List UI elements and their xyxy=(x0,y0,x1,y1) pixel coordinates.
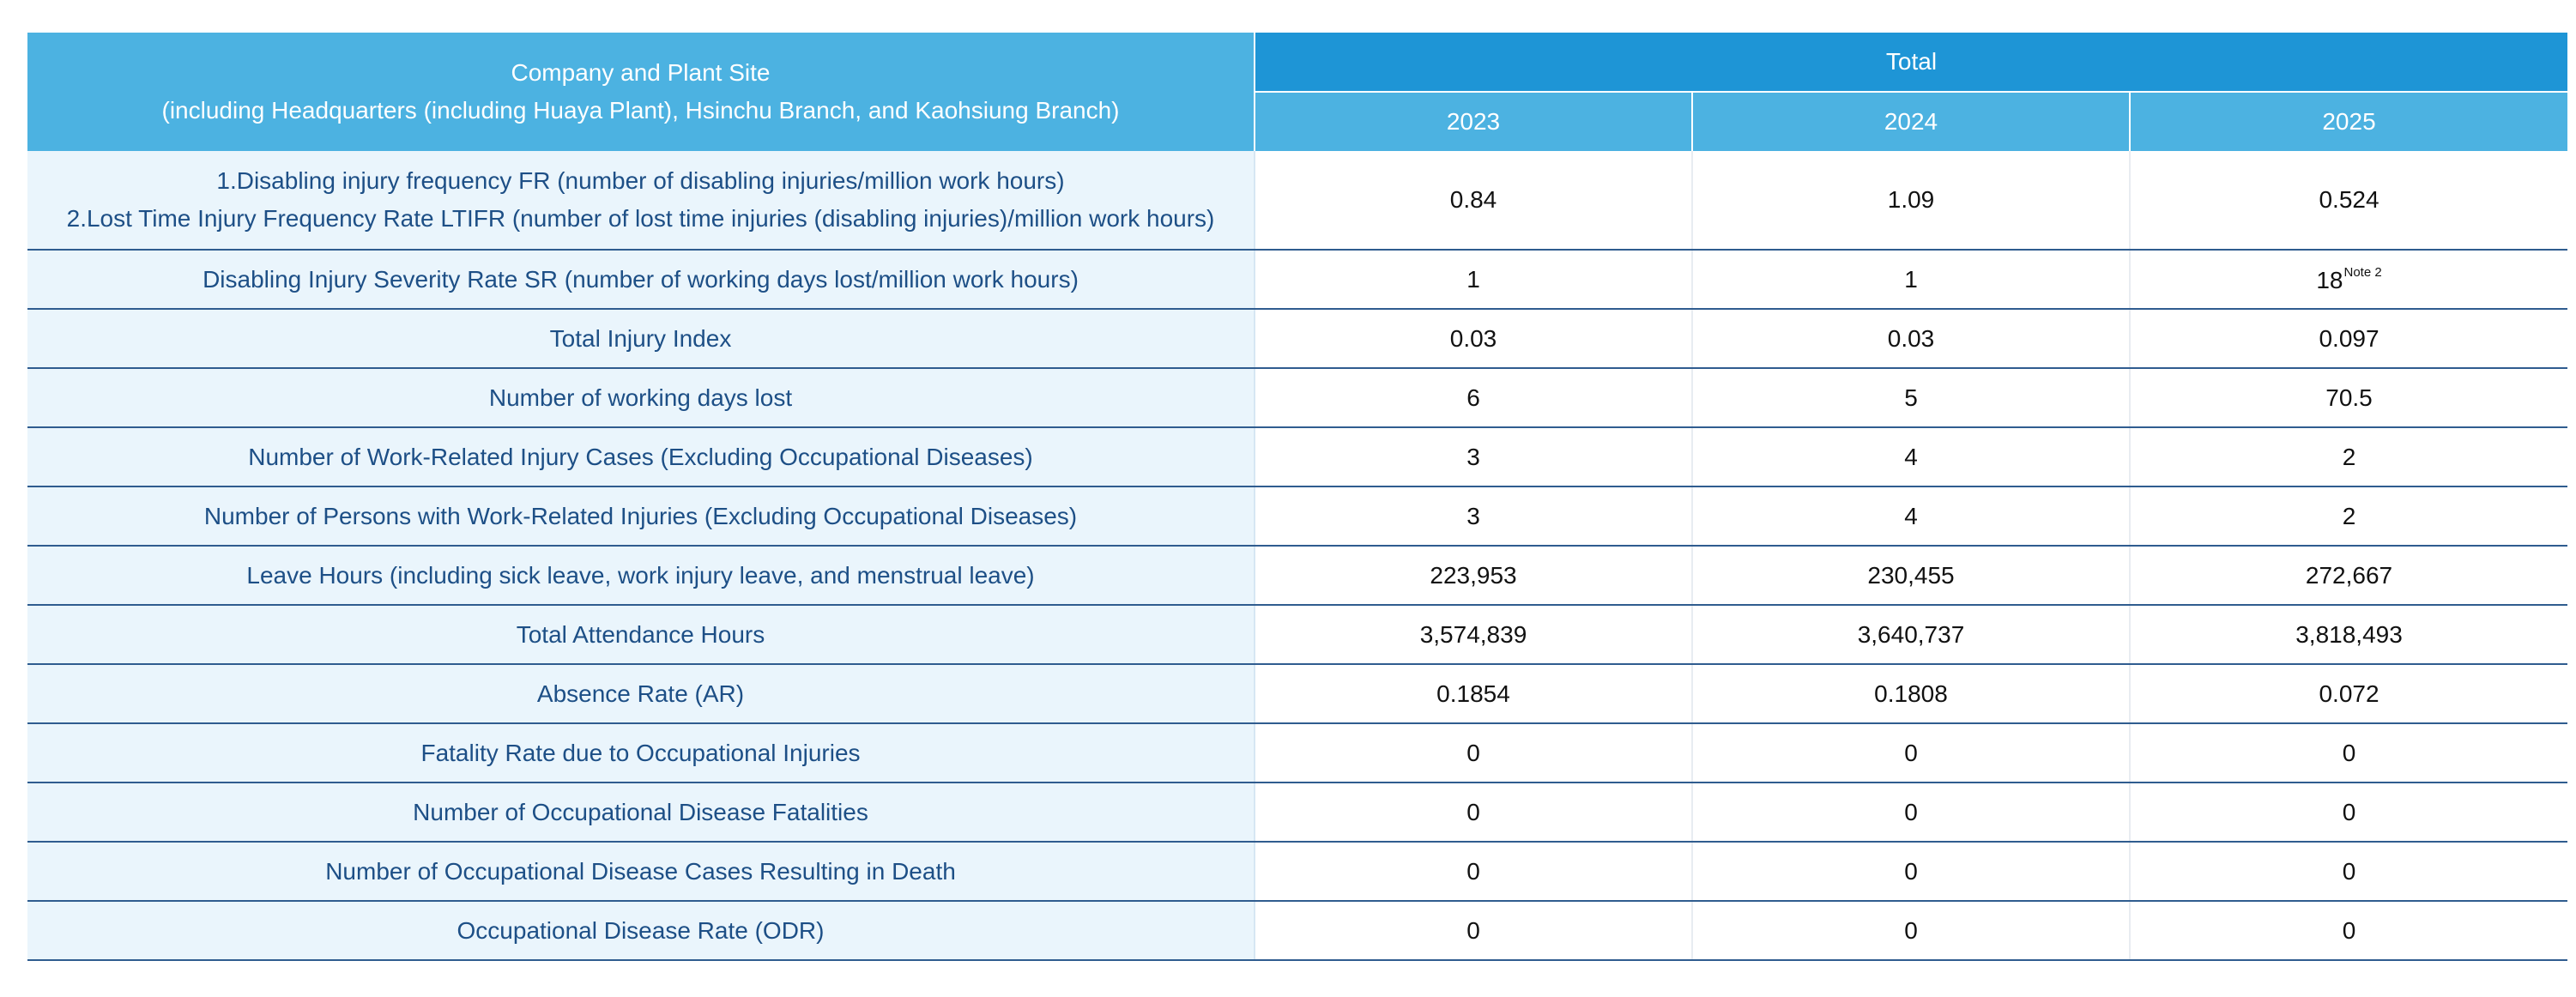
table-row: Absence Rate (AR) 0.1854 0.1808 0.072 xyxy=(27,664,2568,724)
row-label: Number of working days lost xyxy=(27,368,1255,428)
cell-2023: 0 xyxy=(1255,723,1693,783)
year-header-2024: 2024 xyxy=(1692,92,2131,151)
row-label: Disabling Injury Severity Rate SR (numbe… xyxy=(27,250,1255,310)
row-label-line2: 2.Lost Time Injury Frequency Rate LTIFR … xyxy=(66,205,1215,232)
row-label: Number of Occupational Disease Cases Res… xyxy=(27,842,1255,902)
cell-2024: 0.1808 xyxy=(1692,664,2131,724)
cell-2025: 3,818,493 xyxy=(2130,605,2568,665)
cell-2024: 4 xyxy=(1692,427,2131,487)
cell-2023: 0.1854 xyxy=(1255,664,1693,724)
corner-header: Company and Plant Site (including Headqu… xyxy=(27,33,1255,151)
cell-2025: 0.097 xyxy=(2130,309,2568,369)
row-label: Fatality Rate due to Occupational Injuri… xyxy=(27,723,1255,783)
total-group-header: Total xyxy=(1255,33,2568,93)
cell-2025: 70.5 xyxy=(2130,368,2568,428)
table-row: Leave Hours (including sick leave, work … xyxy=(27,546,2568,606)
cell-2025: 0 xyxy=(2130,842,2568,902)
row-label: 1.Disabling injury frequency FR (number … xyxy=(27,151,1255,251)
table-row: Number of working days lost 6 5 70.5 xyxy=(27,368,2568,428)
row-label: Total Attendance Hours xyxy=(27,605,1255,665)
table-row: Fatality Rate due to Occupational Injuri… xyxy=(27,723,2568,783)
cell-2023: 0.84 xyxy=(1255,151,1693,251)
cell-2023: 223,953 xyxy=(1255,546,1693,606)
cell-2024: 0.03 xyxy=(1692,309,2131,369)
row-label: Occupational Disease Rate (ODR) xyxy=(27,901,1255,961)
row-label: Number of Occupational Disease Fatalitie… xyxy=(27,782,1255,843)
table-row: Total Attendance Hours 3,574,839 3,640,7… xyxy=(27,605,2568,665)
cell-2025: 0.072 xyxy=(2130,664,2568,724)
cell-value: 18 xyxy=(2316,266,2343,293)
cell-2024: 1 xyxy=(1692,250,2131,310)
table-row: Number of Persons with Work-Related Inju… xyxy=(27,486,2568,547)
cell-2025: 2 xyxy=(2130,486,2568,547)
cell-2024: 3,640,737 xyxy=(1692,605,2131,665)
row-label-line1: 1.Disabling injury frequency FR (number … xyxy=(216,167,1065,194)
table-row: 1.Disabling injury frequency FR (number … xyxy=(27,151,2568,251)
cell-2024: 0 xyxy=(1692,842,2131,902)
cell-2023: 0.03 xyxy=(1255,309,1693,369)
table-row: Disabling Injury Severity Rate SR (numbe… xyxy=(27,250,2568,310)
cell-2023: 1 xyxy=(1255,250,1693,310)
year-header-2025: 2025 xyxy=(2130,92,2568,151)
cell-2024: 4 xyxy=(1692,486,2131,547)
row-label: Absence Rate (AR) xyxy=(27,664,1255,724)
cell-2025: 2 xyxy=(2130,427,2568,487)
corner-header-line2: (including Headquarters (including Huaya… xyxy=(161,97,1120,124)
injury-statistics-table-container: Company and Plant Site (including Headqu… xyxy=(27,33,2568,961)
cell-2023: 3 xyxy=(1255,486,1693,547)
table-row: Number of Occupational Disease Fatalitie… xyxy=(27,782,2568,843)
corner-header-line1: Company and Plant Site xyxy=(511,59,771,86)
row-label: Leave Hours (including sick leave, work … xyxy=(27,546,1255,606)
cell-2025: 0 xyxy=(2130,782,2568,843)
header-row-years: 2023 2024 2025 xyxy=(27,92,2568,151)
cell-2024: 230,455 xyxy=(1692,546,2131,606)
cell-2024: 0 xyxy=(1692,901,2131,961)
note-2-superscript: Note 2 xyxy=(2343,264,2382,280)
cell-2023: 6 xyxy=(1255,368,1693,428)
table-row: Number of Work-Related Injury Cases (Exc… xyxy=(27,427,2568,487)
cell-2025: 0 xyxy=(2130,901,2568,961)
year-header-2023: 2023 xyxy=(1255,92,1693,151)
cell-2024: 1.09 xyxy=(1692,151,2131,251)
row-label: Total Injury Index xyxy=(27,309,1255,369)
table-row: Number of Occupational Disease Cases Res… xyxy=(27,842,2568,902)
injury-statistics-table: Company and Plant Site (including Headqu… xyxy=(27,33,2568,961)
cell-2025: 0.524 xyxy=(2130,151,2568,251)
cell-2023: 0 xyxy=(1255,782,1693,843)
cell-2023: 3,574,839 xyxy=(1255,605,1693,665)
row-label: Number of Persons with Work-Related Inju… xyxy=(27,486,1255,547)
cell-2023: 3 xyxy=(1255,427,1693,487)
cell-2024: 0 xyxy=(1692,723,2131,783)
header-row-group: Company and Plant Site (including Headqu… xyxy=(27,33,2568,151)
cell-2024: 5 xyxy=(1692,368,2131,428)
cell-2023: 0 xyxy=(1255,842,1693,902)
cell-2024: 0 xyxy=(1692,782,2131,843)
cell-2025: 18Note 2 xyxy=(2130,250,2568,310)
cell-2023: 0 xyxy=(1255,901,1693,961)
table-row: Occupational Disease Rate (ODR) 0 0 0 xyxy=(27,901,2568,961)
table-row: Total Injury Index 0.03 0.03 0.097 xyxy=(27,309,2568,369)
cell-2025: 0 xyxy=(2130,723,2568,783)
cell-2025: 272,667 xyxy=(2130,546,2568,606)
row-label: Number of Work-Related Injury Cases (Exc… xyxy=(27,427,1255,487)
